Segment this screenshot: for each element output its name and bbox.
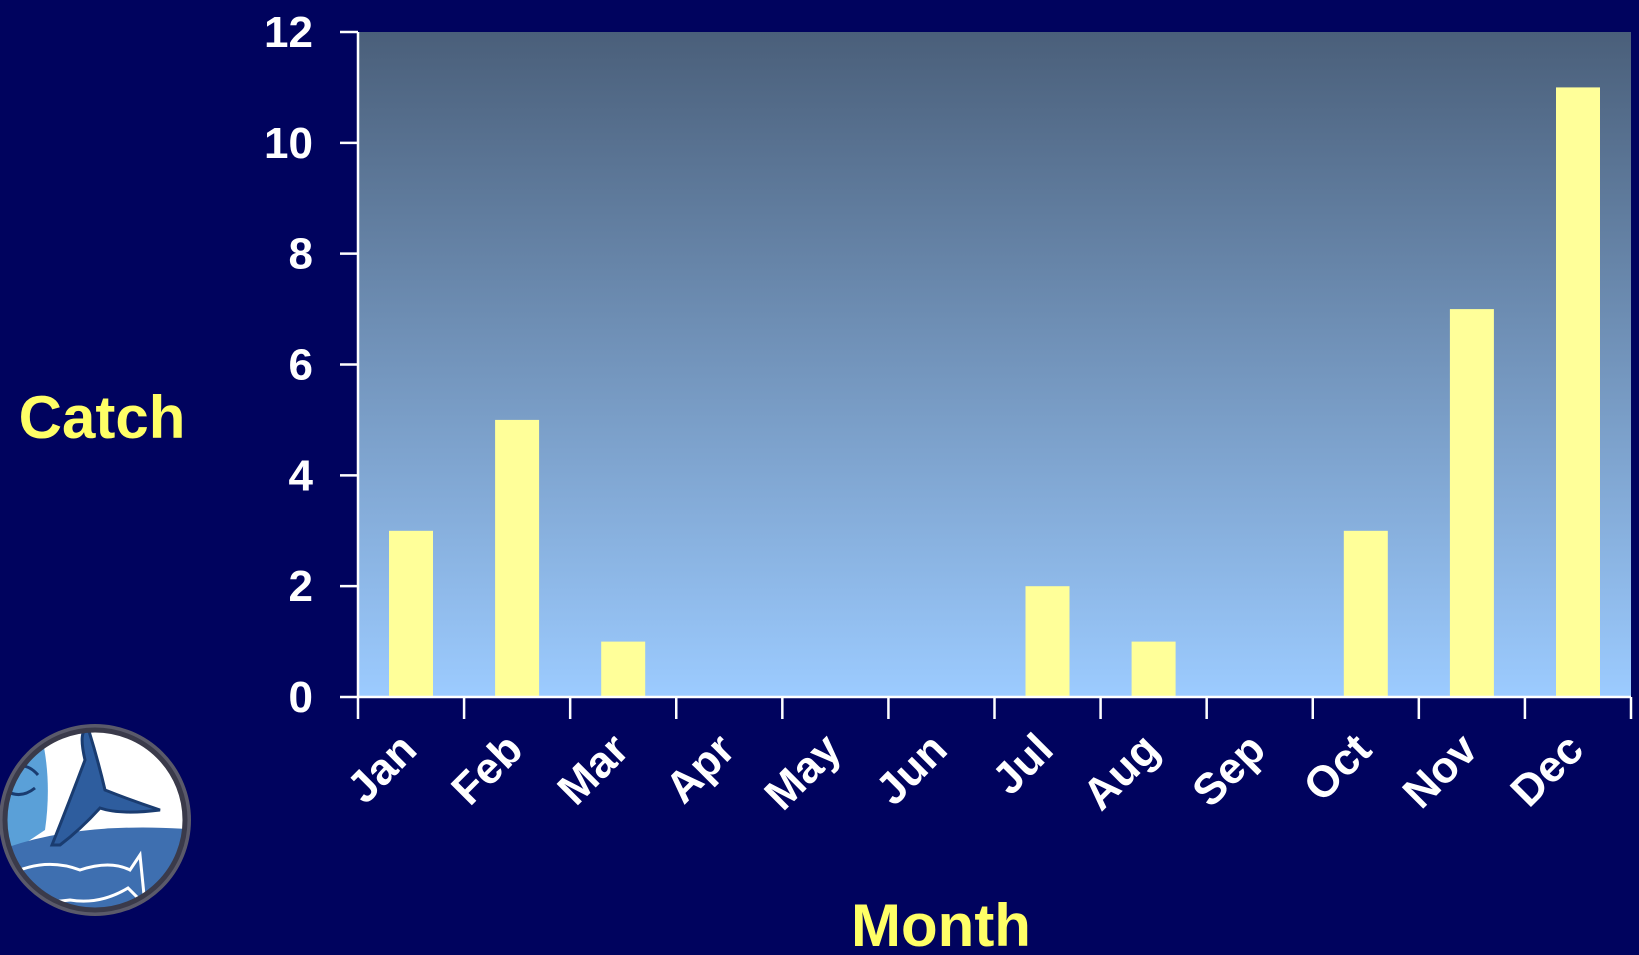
x-tick-label-jun: Jun: [867, 724, 957, 814]
bar-jul: [1025, 586, 1070, 697]
x-tick-label-oct: Oct: [1294, 724, 1381, 811]
bar-aug: [1131, 641, 1176, 697]
plot-area: [358, 32, 1631, 697]
x-tick-label-jan: Jan: [338, 724, 426, 812]
x-tick-label-aug: Aug: [1074, 724, 1169, 819]
bar-oct: [1343, 530, 1388, 698]
bar-jan: [389, 530, 433, 698]
x-tick-label-feb: Feb: [442, 724, 532, 814]
x-tick-label-nov: Nov: [1394, 724, 1488, 818]
y-tick-label: 12: [264, 8, 313, 57]
x-tick-label-may: May: [755, 724, 851, 820]
y-tick-label: 10: [264, 119, 313, 168]
bar-nov: [1449, 309, 1494, 697]
x-tick-label-dec: Dec: [1501, 724, 1593, 816]
x-tick-label-sep: Sep: [1183, 724, 1275, 816]
y-tick-label: 0: [289, 673, 313, 722]
y-tick-label: 4: [289, 451, 314, 500]
bar-dec: [1556, 87, 1600, 697]
axes-layer: [340, 30, 1633, 719]
x-tick-label-apr: Apr: [656, 724, 744, 812]
x-tick-label-jul: Jul: [983, 724, 1063, 804]
x-axis-title: Month: [851, 892, 1031, 955]
y-tick-label: 6: [289, 341, 313, 390]
y-tick-labels: 0 2 4 6 8 10 12: [264, 8, 313, 722]
y-tick-label: 2: [289, 562, 313, 611]
bar-mar: [601, 641, 646, 697]
whale-tail-and-fish-seal-icon: [0, 724, 191, 916]
bars-layer: [389, 87, 1600, 698]
y-axis-title: Catch: [19, 384, 186, 451]
y-tick-label: 8: [289, 230, 313, 279]
bar-feb: [495, 419, 540, 697]
x-tick-labels: Jan Feb Mar Apr May Jun Jul Aug Sep Oct Nov Dec: [338, 724, 1593, 820]
x-tick-label-mar: Mar: [548, 724, 638, 814]
